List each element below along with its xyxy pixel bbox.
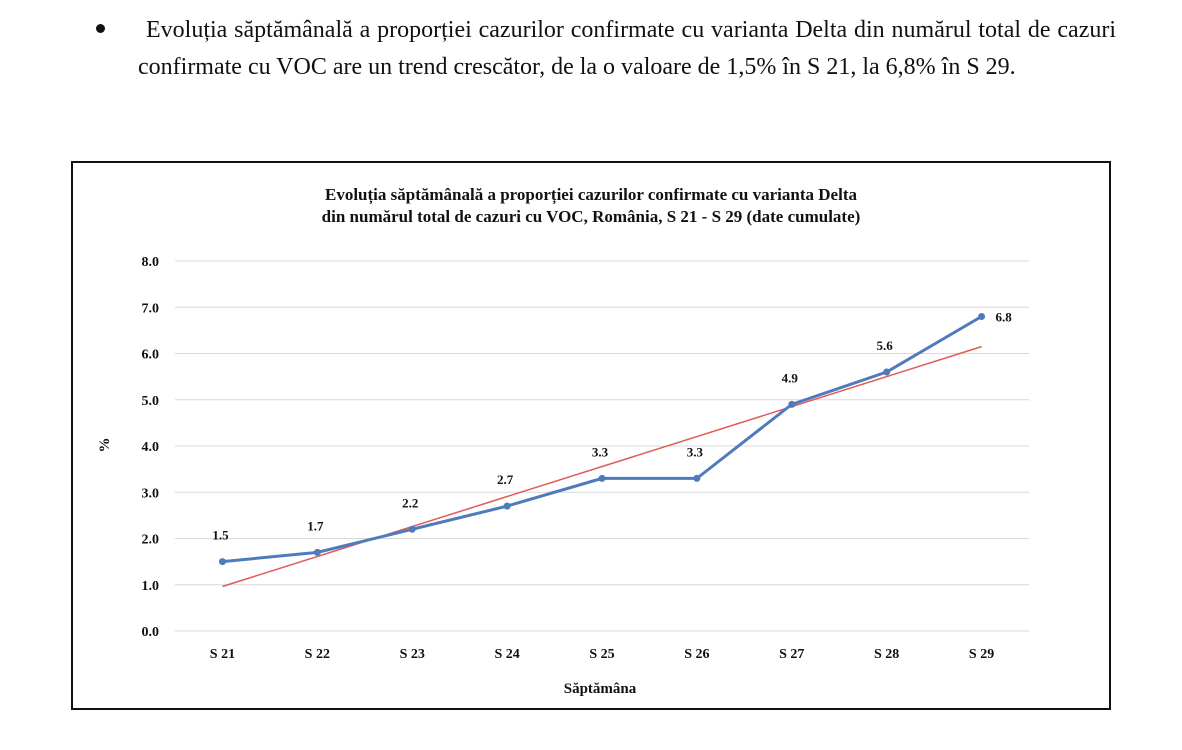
- y-tick-label: 4.0: [142, 440, 160, 455]
- y-tick-label: 5.0: [142, 394, 160, 409]
- data-point: [883, 368, 891, 376]
- x-tick-label: S 26: [684, 647, 709, 662]
- data-label: 5.6: [877, 338, 894, 353]
- data-point: [313, 548, 321, 556]
- x-tick-label: S 29: [969, 647, 994, 662]
- data-label: 2.2: [402, 495, 418, 510]
- data-point: [218, 558, 226, 566]
- data-label: 3.3: [687, 444, 704, 459]
- data-point: [978, 313, 986, 320]
- data-label: 3.3: [592, 444, 609, 459]
- x-axis-title: Săptămâna: [564, 681, 637, 697]
- x-tick-label: S 21: [210, 647, 235, 662]
- y-tick-label: 1.0: [142, 579, 160, 594]
- x-tick-label: S 24: [494, 647, 519, 662]
- data-point: [503, 502, 511, 510]
- x-tick-label: S 22: [305, 647, 330, 662]
- y-tick-label: 0.0: [142, 625, 160, 640]
- data-label: 4.9: [782, 370, 799, 385]
- data-label: 2.7: [497, 472, 514, 487]
- x-tick-label: S 28: [874, 647, 899, 662]
- chart-title-line: Evoluția săptămânală a proporției cazuri…: [325, 185, 857, 205]
- data-label: 6.8: [996, 310, 1013, 325]
- y-tick-label: 6.0: [142, 348, 160, 363]
- data-label: 1.7: [307, 518, 324, 533]
- data-point: [408, 525, 416, 533]
- line-chart: Evoluția săptămânală a proporției cazuri…: [97, 185, 1029, 697]
- y-tick-label: 2.0: [142, 533, 160, 548]
- chart-frame: Evoluția săptămânală a proporției cazuri…: [71, 161, 1111, 710]
- y-tick-label: 7.0: [142, 301, 160, 316]
- data-label: 1.5: [212, 528, 229, 543]
- y-axis-title: %: [97, 438, 113, 453]
- data-point: [693, 474, 701, 482]
- data-point: [598, 474, 606, 482]
- x-tick-label: S 25: [589, 647, 614, 662]
- x-tick-label: S 27: [779, 647, 804, 662]
- y-tick-label: 8.0: [142, 255, 160, 270]
- paragraph-text: Evoluția săptămânală a proporției cazuri…: [138, 17, 1116, 80]
- data-point: [788, 400, 796, 408]
- y-tick-label: 3.0: [142, 486, 160, 501]
- x-tick-label: S 23: [400, 647, 425, 662]
- bullet-icon: [96, 24, 105, 33]
- trendline: [222, 345, 982, 588]
- chart-title-line: din numărul total de cazuri cu VOC, Româ…: [322, 207, 861, 226]
